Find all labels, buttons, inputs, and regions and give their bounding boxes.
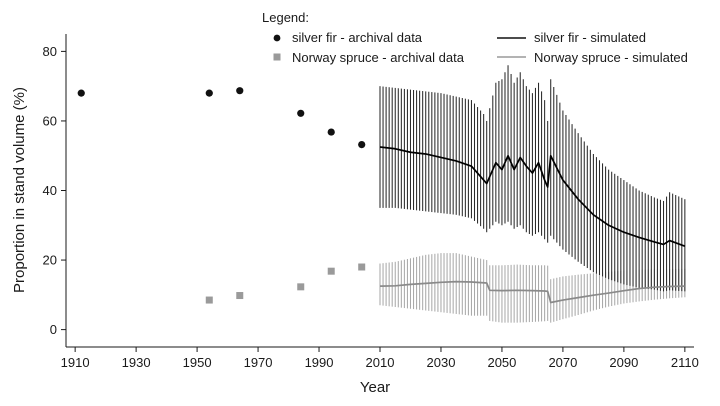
y-tick-label: 40 (43, 183, 57, 198)
spruce-archival-point (297, 283, 305, 291)
x-tick-label: 2030 (427, 355, 456, 370)
spruce-archival-point (358, 263, 366, 271)
y-tick-label: 80 (43, 44, 57, 59)
y-axis-title: Proportion in stand volume (%) (11, 87, 28, 293)
legend: Legend: silver fir - archival data Norwa… (262, 10, 688, 65)
spruce-archival-point (327, 267, 335, 275)
fir-archival-point (205, 89, 213, 97)
spruce-simulated-line (379, 280, 685, 304)
x-tick-label: 2010 (366, 355, 395, 370)
legend-label-spruce-archival: Norway spruce - archival data (292, 50, 465, 65)
legend-marker-fir-archival (273, 34, 281, 42)
y-ticks: 0 20 40 60 80 (43, 44, 66, 337)
fir-archival-point (236, 87, 244, 95)
fir-archival-point (297, 109, 305, 117)
legend-title: Legend: (262, 10, 309, 25)
simulated-lines (379, 146, 686, 304)
fir-archival-point (77, 89, 85, 97)
legend-label-fir-simulated: silver fir - simulated (534, 30, 646, 45)
spruce-archival-point (236, 292, 244, 300)
x-ticks: 1910 1930 1950 1970 1990 2010 2030 2050 2070 2090… (61, 347, 699, 370)
x-tick-label: 1930 (122, 355, 151, 370)
x-tick-label: 2090 (609, 355, 638, 370)
legend-label-fir-archival: silver fir - archival data (292, 30, 423, 45)
archival-points (77, 87, 366, 304)
x-tick-label: 1950 (183, 355, 212, 370)
legend-label-spruce-simulated: Norway spruce - simulated (534, 50, 688, 65)
x-tick-label: 2050 (487, 355, 516, 370)
y-tick-label: 60 (43, 113, 57, 128)
x-tick-label: 2070 (548, 355, 577, 370)
spruce-archival-point (205, 296, 213, 304)
y-tick-label: 20 (43, 253, 57, 268)
fir-simulated-line (379, 146, 686, 247)
x-axis-title: Year (360, 379, 390, 396)
fir-archival-point (358, 140, 366, 149)
y-tick-label: 0 (50, 322, 57, 337)
x-tick-label: 1970 (244, 355, 273, 370)
fir-archival-point (327, 128, 335, 136)
x-tick-label: 2110 (671, 355, 699, 370)
x-tick-label: 1910 (61, 355, 90, 370)
legend-marker-spruce-archival (273, 53, 281, 61)
x-tick-label: 1990 (305, 355, 334, 370)
